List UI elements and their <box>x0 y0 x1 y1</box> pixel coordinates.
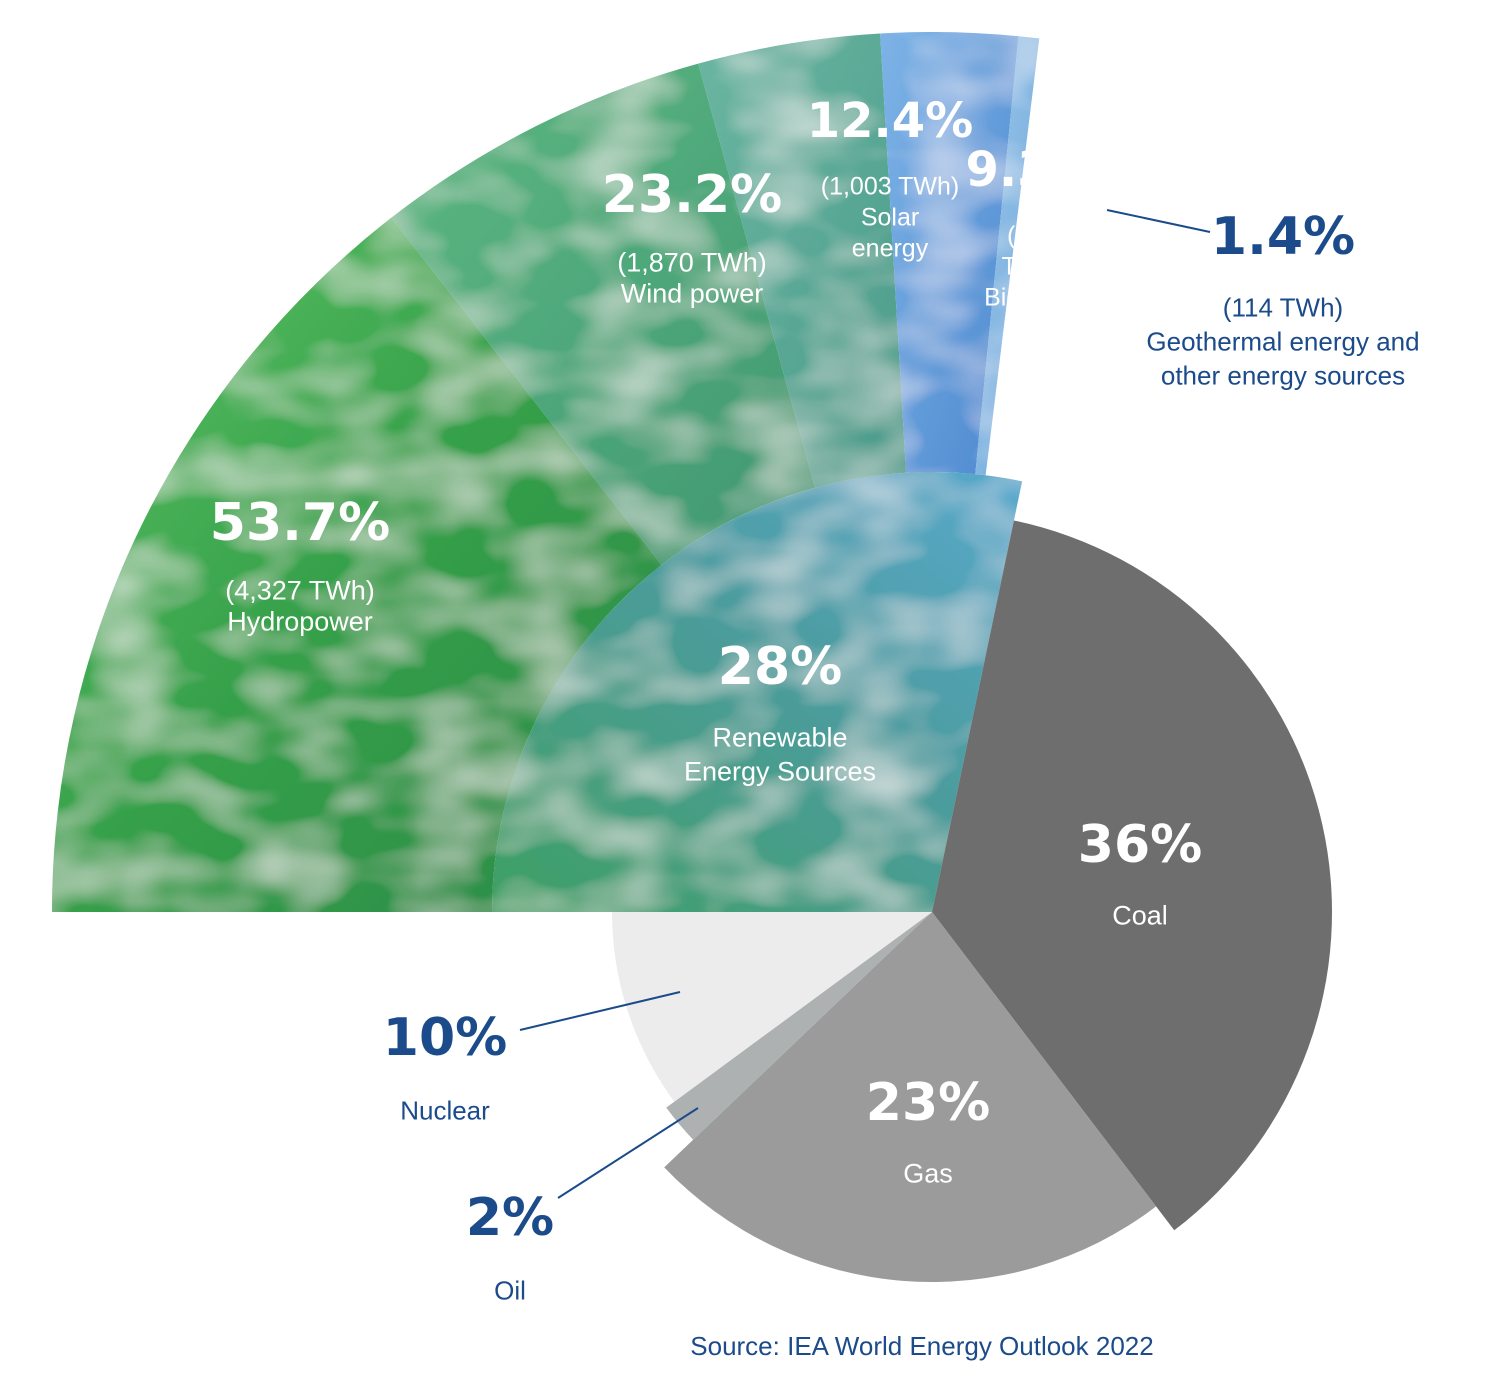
pie-slice-nuclear <box>612 912 932 1102</box>
pie-slice-coal <box>932 520 1332 1231</box>
pie-label-gas: 23% Gas <box>866 1073 990 1189</box>
arc-segment-hydro <box>52 217 662 913</box>
arc-segment-solar <box>698 33 907 488</box>
callout-oil-text: Oil <box>494 1276 526 1306</box>
arc-label-wind-text: (1,870 TWh) <box>617 248 767 278</box>
arc-label-biomass-text: TWh) <box>1001 252 1062 280</box>
arc-segment-biomass <box>880 31 1019 475</box>
callout-geothermal-text: Geothermal energy and <box>1146 327 1419 357</box>
arc-label-hydro-value: 53.7% <box>210 493 390 553</box>
arc-segment-wind <box>391 63 816 565</box>
arc-label-wind-text: Wind power <box>621 279 764 309</box>
arc-label-wind-value: 23.2% <box>602 165 782 225</box>
callout-oil: 2% Oil <box>466 1188 554 1306</box>
pie-label-gas-text: Gas <box>903 1159 953 1189</box>
renewables-breakdown-arc <box>52 31 1040 913</box>
pie-label-renewable-value: 28% <box>718 637 842 697</box>
pie-slice-renewable <box>492 471 1023 912</box>
callout-line-oil <box>557 1107 699 1199</box>
arc-label-biomass-text: Biomass <box>984 283 1080 311</box>
arc-label-hydro-text: (4,327 TWh) <box>225 576 375 606</box>
arc-label-biomass: 9.3% (746 TWh) Biomass <box>965 142 1098 311</box>
pie-label-renewable-text: Energy Sources <box>684 757 876 787</box>
callout-line-nuclear <box>519 991 681 1031</box>
callout-geothermal: 1.4% (114 TWh) Geothermal energy and other … <box>1146 207 1419 391</box>
callout-geothermal-text: other energy sources <box>1161 361 1405 391</box>
arc-label-solar-text: (1,003 TWh) <box>821 172 959 200</box>
arc-label-solar-text: energy <box>852 234 929 262</box>
pie-label-coal-text: Coal <box>1112 901 1168 931</box>
callout-geothermal-text: (114 TWh) <box>1223 293 1343 323</box>
callout-nuclear-text: Nuclear <box>400 1096 490 1126</box>
callout-oil-value: 2% <box>466 1188 554 1248</box>
source-note: Source: IEA World Energy Outlook 2022 <box>690 1331 1153 1361</box>
energy-mix-labels: 28% Renewable Energy Sources 36% Coal 23% Gas <box>684 637 1202 1189</box>
arc-label-wind: 23.2% (1,870 TWh)Wind power <box>602 165 782 309</box>
callout-nuclear: 10% Nuclear <box>383 1008 507 1126</box>
renewables-breakdown-labels: 53.7% (4,327 TWh)Hydropower 23.2% (1,870 TW… <box>210 93 1099 637</box>
callout-geothermal-value: 1.4% <box>1211 207 1355 267</box>
pie-slice-gas <box>664 912 1157 1283</box>
arc-label-biomass-text: (746 <box>1007 221 1057 249</box>
pie-label-renewable: 28% Renewable Energy Sources <box>684 637 876 787</box>
pie-label-gas-value: 23% <box>866 1073 990 1133</box>
pie-label-renewable-text: Renewable <box>712 723 847 753</box>
arc-label-solar: 12.4% (1,003 TWh) Solar energy <box>807 93 974 262</box>
arc-segment-geothermal <box>975 36 1040 476</box>
arc-label-hydro: 53.7% (4,327 TWh)Hydropower <box>210 493 390 637</box>
pie-slice-oil <box>666 912 932 1140</box>
arc-label-solar-text: Solar <box>861 203 919 231</box>
pie-label-coal-value: 36% <box>1078 815 1202 875</box>
pie-label-coal: 36% Coal <box>1078 815 1202 931</box>
arc-label-biomass-value: 9.3% <box>965 142 1098 198</box>
energy-mix-pie <box>492 471 1332 1283</box>
callout-nuclear-value: 10% <box>383 1008 507 1068</box>
callout-line-geothermal <box>1106 209 1211 233</box>
arc-label-hydro-text: Hydropower <box>227 607 373 637</box>
callouts: 1.4% (114 TWh) Geothermal energy and other … <box>383 207 1420 1306</box>
arc-label-solar-value: 12.4% <box>807 93 974 149</box>
